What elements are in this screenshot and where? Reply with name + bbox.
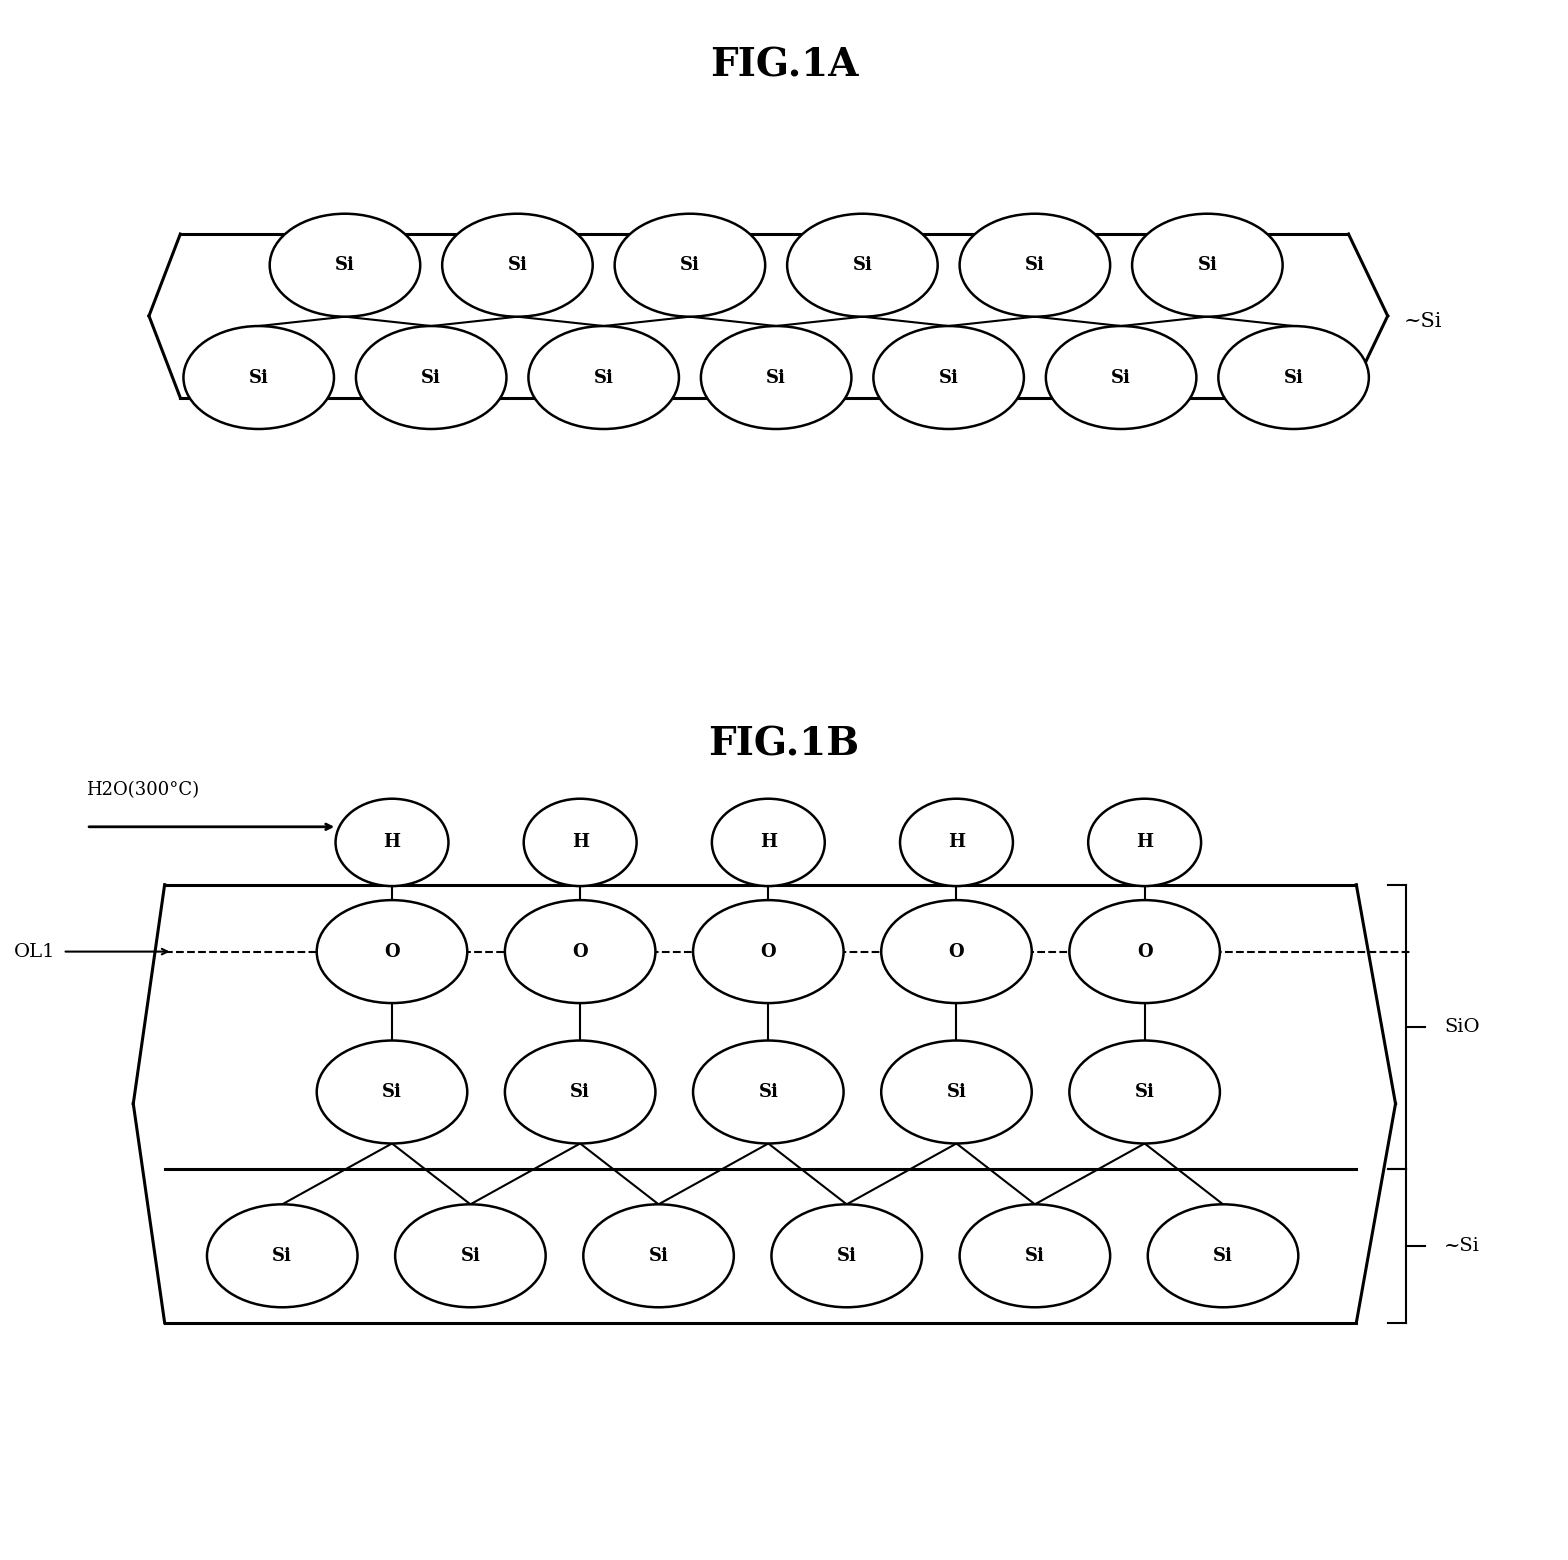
Text: Si: Si (853, 256, 872, 275)
Ellipse shape (712, 799, 825, 886)
Ellipse shape (960, 1204, 1110, 1307)
Ellipse shape (881, 1041, 1032, 1143)
Text: O: O (572, 942, 588, 961)
Text: Si: Si (594, 368, 613, 387)
Text: Si: Si (1214, 1246, 1232, 1265)
Text: ~Si: ~Si (1403, 312, 1443, 331)
Ellipse shape (1069, 900, 1220, 1003)
Ellipse shape (528, 326, 679, 429)
Text: SiO: SiO (1444, 1019, 1480, 1036)
Text: H: H (949, 833, 964, 852)
Ellipse shape (442, 214, 593, 317)
Text: Si: Si (571, 1083, 590, 1101)
Text: H: H (760, 833, 776, 852)
Ellipse shape (693, 900, 844, 1003)
Text: Si: Si (336, 256, 354, 275)
Text: Si: Si (759, 1083, 778, 1101)
Text: H: H (1137, 833, 1152, 852)
Ellipse shape (900, 799, 1013, 886)
Text: Si: Si (1198, 256, 1217, 275)
Ellipse shape (183, 326, 334, 429)
Ellipse shape (505, 1041, 655, 1143)
Text: Si: Si (422, 368, 441, 387)
Ellipse shape (317, 900, 467, 1003)
Ellipse shape (960, 214, 1110, 317)
Text: Si: Si (767, 368, 786, 387)
Text: Si: Si (249, 368, 268, 387)
Text: OL1: OL1 (14, 942, 55, 961)
Ellipse shape (615, 214, 765, 317)
Ellipse shape (1088, 799, 1201, 886)
Ellipse shape (505, 900, 655, 1003)
Ellipse shape (1132, 214, 1283, 317)
Ellipse shape (1046, 326, 1196, 429)
Text: FIG.1A: FIG.1A (710, 47, 858, 84)
Text: O: O (1137, 942, 1152, 961)
Ellipse shape (881, 900, 1032, 1003)
Ellipse shape (1148, 1204, 1298, 1307)
Ellipse shape (771, 1204, 922, 1307)
Text: Si: Si (273, 1246, 292, 1265)
Text: H: H (384, 833, 400, 852)
Text: H: H (572, 833, 588, 852)
Text: Si: Si (1284, 368, 1303, 387)
Ellipse shape (873, 326, 1024, 429)
Ellipse shape (207, 1204, 358, 1307)
Text: H2O(300°C): H2O(300°C) (86, 780, 199, 799)
Text: O: O (760, 942, 776, 961)
Text: Si: Si (1112, 368, 1131, 387)
Text: Si: Si (461, 1246, 480, 1265)
Text: Si: Si (947, 1083, 966, 1101)
Ellipse shape (356, 326, 506, 429)
Ellipse shape (701, 326, 851, 429)
Text: FIG.1B: FIG.1B (709, 725, 859, 763)
Ellipse shape (1069, 1041, 1220, 1143)
Ellipse shape (317, 1041, 467, 1143)
Text: O: O (949, 942, 964, 961)
Text: Si: Si (1025, 1246, 1044, 1265)
Text: Si: Si (837, 1246, 856, 1265)
Ellipse shape (583, 1204, 734, 1307)
Text: Si: Si (649, 1246, 668, 1265)
Ellipse shape (336, 799, 448, 886)
Ellipse shape (270, 214, 420, 317)
Ellipse shape (693, 1041, 844, 1143)
Text: ~Si: ~Si (1444, 1237, 1480, 1254)
Ellipse shape (1218, 326, 1369, 429)
Ellipse shape (395, 1204, 546, 1307)
Text: Si: Si (1025, 256, 1044, 275)
Text: Si: Si (508, 256, 527, 275)
Ellipse shape (524, 799, 637, 886)
Text: O: O (384, 942, 400, 961)
Ellipse shape (787, 214, 938, 317)
Text: Si: Si (681, 256, 699, 275)
Text: Si: Si (383, 1083, 401, 1101)
Text: Si: Si (1135, 1083, 1154, 1101)
Text: Si: Si (939, 368, 958, 387)
